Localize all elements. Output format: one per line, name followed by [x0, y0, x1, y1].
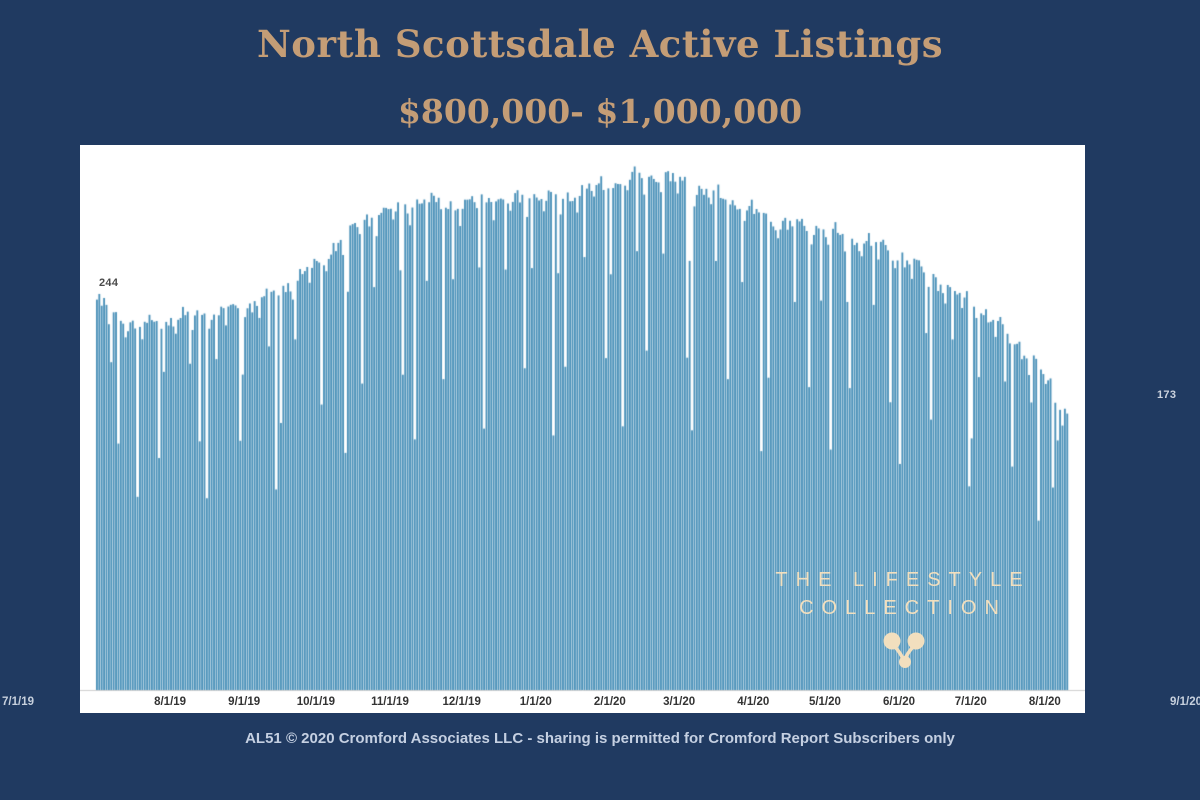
page-subtitle: $800,000- $1,000,000 — [397, 92, 803, 131]
watermark-line1: THE LIFESTYLE — [775, 569, 1031, 591]
watermark: THE LIFESTYLE COLLECTION — [743, 566, 1063, 683]
last-value-label: 173 — [1157, 389, 1177, 401]
chart-area: THE LIFESTYLE COLLECTION — [80, 145, 1085, 713]
lifestyle-collection-logo-icon — [743, 628, 1063, 683]
footer-copyright: AL51 © 2020 Cromford Associates LLC - sh… — [245, 730, 955, 747]
page-title: North Scottsdale Active Listings — [256, 22, 944, 66]
first-value-label: 244 — [99, 277, 119, 289]
watermark-line2: COLLECTION — [799, 597, 1007, 619]
active-listings-bar-chart — [80, 145, 1085, 713]
x-tick-label: 7/1/19 — [2, 696, 34, 708]
x-tick-label: 9/1/20 — [1170, 696, 1200, 708]
